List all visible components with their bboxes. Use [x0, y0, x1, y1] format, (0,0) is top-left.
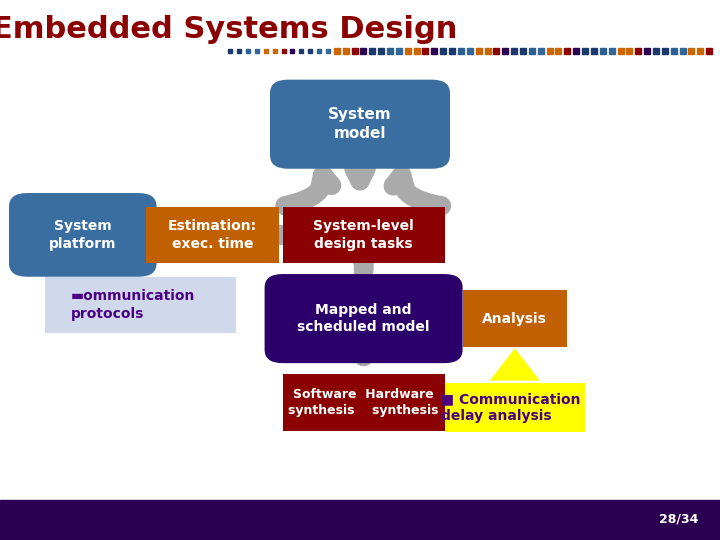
Bar — [283, 206, 445, 263]
Bar — [283, 374, 445, 431]
Text: Mapped and
scheduled model: Mapped and scheduled model — [297, 303, 430, 334]
Text: 28/34: 28/34 — [659, 513, 698, 526]
Bar — [45, 276, 236, 333]
FancyBboxPatch shape — [9, 193, 157, 277]
Bar — [444, 383, 585, 432]
Text: ■ Communication
delay analysis: ■ Communication delay analysis — [441, 392, 581, 423]
Text: Embedded Systems Design: Embedded Systems Design — [0, 15, 457, 44]
Text: System
model: System model — [328, 107, 392, 141]
Text: System
platform: System platform — [49, 219, 117, 251]
Bar — [0, 500, 720, 540]
Text: ▬ommunication
protocols: ▬ommunication protocols — [71, 289, 195, 321]
Polygon shape — [490, 348, 540, 381]
Text: System-level
design tasks: System-level design tasks — [313, 219, 414, 251]
Text: Software  Hardware
synthesis    synthesis: Software Hardware synthesis synthesis — [288, 388, 439, 417]
Text: Estimation:
exec. time: Estimation: exec. time — [168, 219, 257, 251]
Bar — [462, 291, 567, 347]
Bar — [145, 206, 279, 263]
FancyBboxPatch shape — [270, 79, 450, 168]
FancyBboxPatch shape — [265, 274, 463, 363]
Text: Analysis: Analysis — [482, 312, 547, 326]
